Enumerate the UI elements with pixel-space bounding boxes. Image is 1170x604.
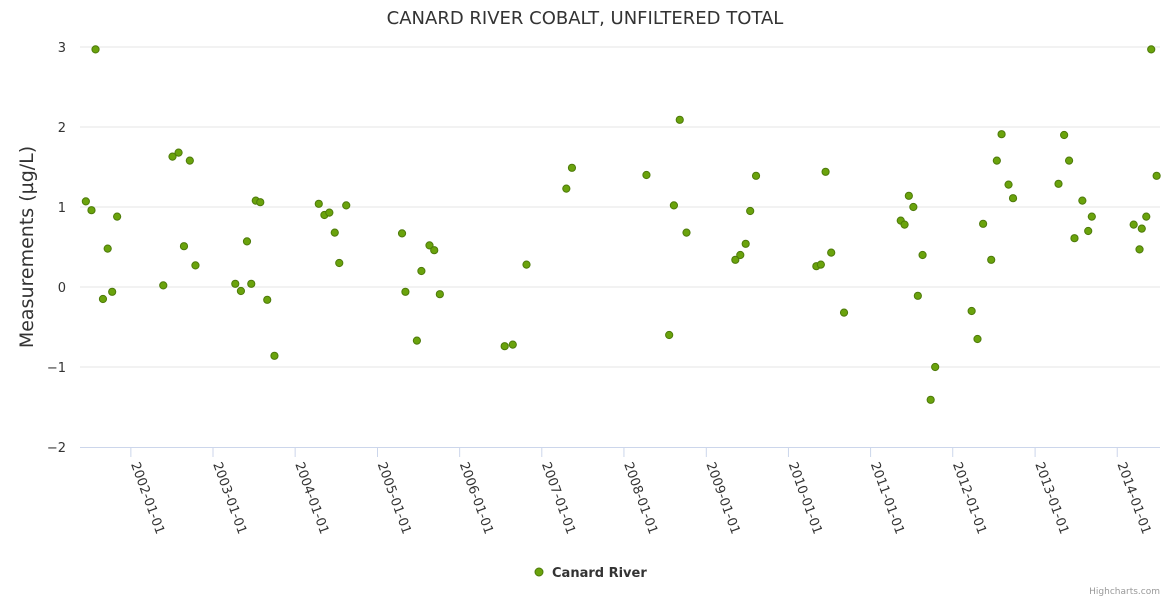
data-point — [1137, 224, 1146, 233]
data-point — [108, 287, 117, 296]
data-point — [508, 340, 517, 349]
y-tick-label: −1 — [47, 361, 66, 376]
data-point — [256, 198, 265, 207]
data-point — [909, 202, 918, 212]
data-point — [91, 45, 100, 54]
y-axis-label: Measurements (µg/L) — [16, 146, 38, 348]
data-point — [174, 148, 183, 157]
data-point — [827, 248, 836, 257]
data-point — [997, 130, 1006, 139]
legend-marker[interactable] — [534, 567, 544, 577]
data-point — [168, 152, 177, 161]
y-tick-label: 2 — [58, 121, 66, 136]
data-point — [746, 206, 755, 216]
grid-lines — [80, 46, 1160, 368]
data-point — [417, 266, 426, 276]
data-point — [926, 395, 935, 404]
y-tick-label: 1 — [58, 201, 66, 216]
data-point — [500, 342, 509, 351]
data-point — [1054, 179, 1063, 188]
data-point — [967, 306, 976, 316]
y-tick-label: 0 — [58, 281, 66, 296]
data-point — [900, 220, 909, 229]
data-point — [335, 258, 344, 268]
data-point — [1004, 180, 1013, 189]
data-point — [682, 228, 691, 237]
data-point — [263, 295, 272, 304]
data-point — [642, 170, 651, 180]
data-point — [247, 279, 256, 288]
data-point — [191, 261, 200, 270]
data-point — [179, 242, 189, 251]
data-point — [1135, 245, 1144, 254]
chart-credit[interactable]: Highcharts.com — [1089, 587, 1160, 597]
data-point — [562, 184, 571, 193]
data-point — [231, 279, 240, 288]
y-tick-label: −2 — [47, 441, 66, 456]
data-point — [87, 206, 96, 215]
data-point — [314, 199, 323, 208]
data-point — [1087, 212, 1096, 221]
data-point — [330, 228, 339, 237]
data-point — [103, 244, 112, 253]
data-point — [236, 286, 246, 296]
data-point — [821, 167, 830, 176]
data-point — [1152, 171, 1161, 180]
data-point — [669, 201, 678, 210]
data-point — [159, 281, 168, 290]
data-point — [522, 260, 531, 269]
data-point — [736, 250, 745, 260]
data-point — [741, 239, 750, 248]
data-point — [1070, 234, 1079, 243]
data-point — [904, 191, 913, 200]
data-point — [242, 237, 252, 246]
data-point — [185, 156, 194, 165]
data-point — [987, 255, 996, 264]
data-point — [816, 260, 825, 269]
data-point — [113, 212, 122, 221]
data-point — [430, 246, 439, 255]
data-point — [1064, 156, 1074, 165]
data-point — [973, 334, 982, 344]
data-point — [931, 362, 940, 372]
data-point — [412, 336, 421, 345]
data-point — [397, 229, 407, 238]
data-point — [1060, 130, 1069, 140]
data-point — [81, 197, 90, 206]
data-point — [665, 330, 674, 340]
data-point — [342, 201, 351, 210]
data-point — [1084, 226, 1093, 236]
data-point — [1078, 196, 1087, 205]
data-point — [731, 255, 740, 264]
data-point — [751, 171, 761, 180]
data-point — [839, 308, 849, 317]
data-points — [81, 45, 1161, 404]
legend[interactable]: Canard River — [534, 566, 647, 581]
data-point — [979, 219, 988, 228]
data-point — [425, 241, 434, 250]
data-point — [435, 290, 444, 299]
data-point — [98, 294, 108, 304]
data-point — [918, 250, 927, 260]
data-point — [913, 291, 922, 300]
data-point — [1129, 220, 1138, 229]
data-point — [325, 208, 334, 217]
data-point — [270, 351, 279, 360]
data-point — [992, 156, 1001, 165]
chart-title: CANARD RIVER COBALT, UNFILTERED TOTAL — [387, 8, 784, 29]
data-point — [1147, 45, 1156, 54]
y-tick-label: 3 — [58, 41, 66, 56]
data-point — [567, 163, 577, 172]
data-point — [401, 287, 410, 296]
data-point — [1008, 194, 1018, 203]
legend-label[interactable]: Canard River — [552, 566, 647, 581]
data-point — [1142, 212, 1151, 221]
data-point — [675, 115, 684, 124]
